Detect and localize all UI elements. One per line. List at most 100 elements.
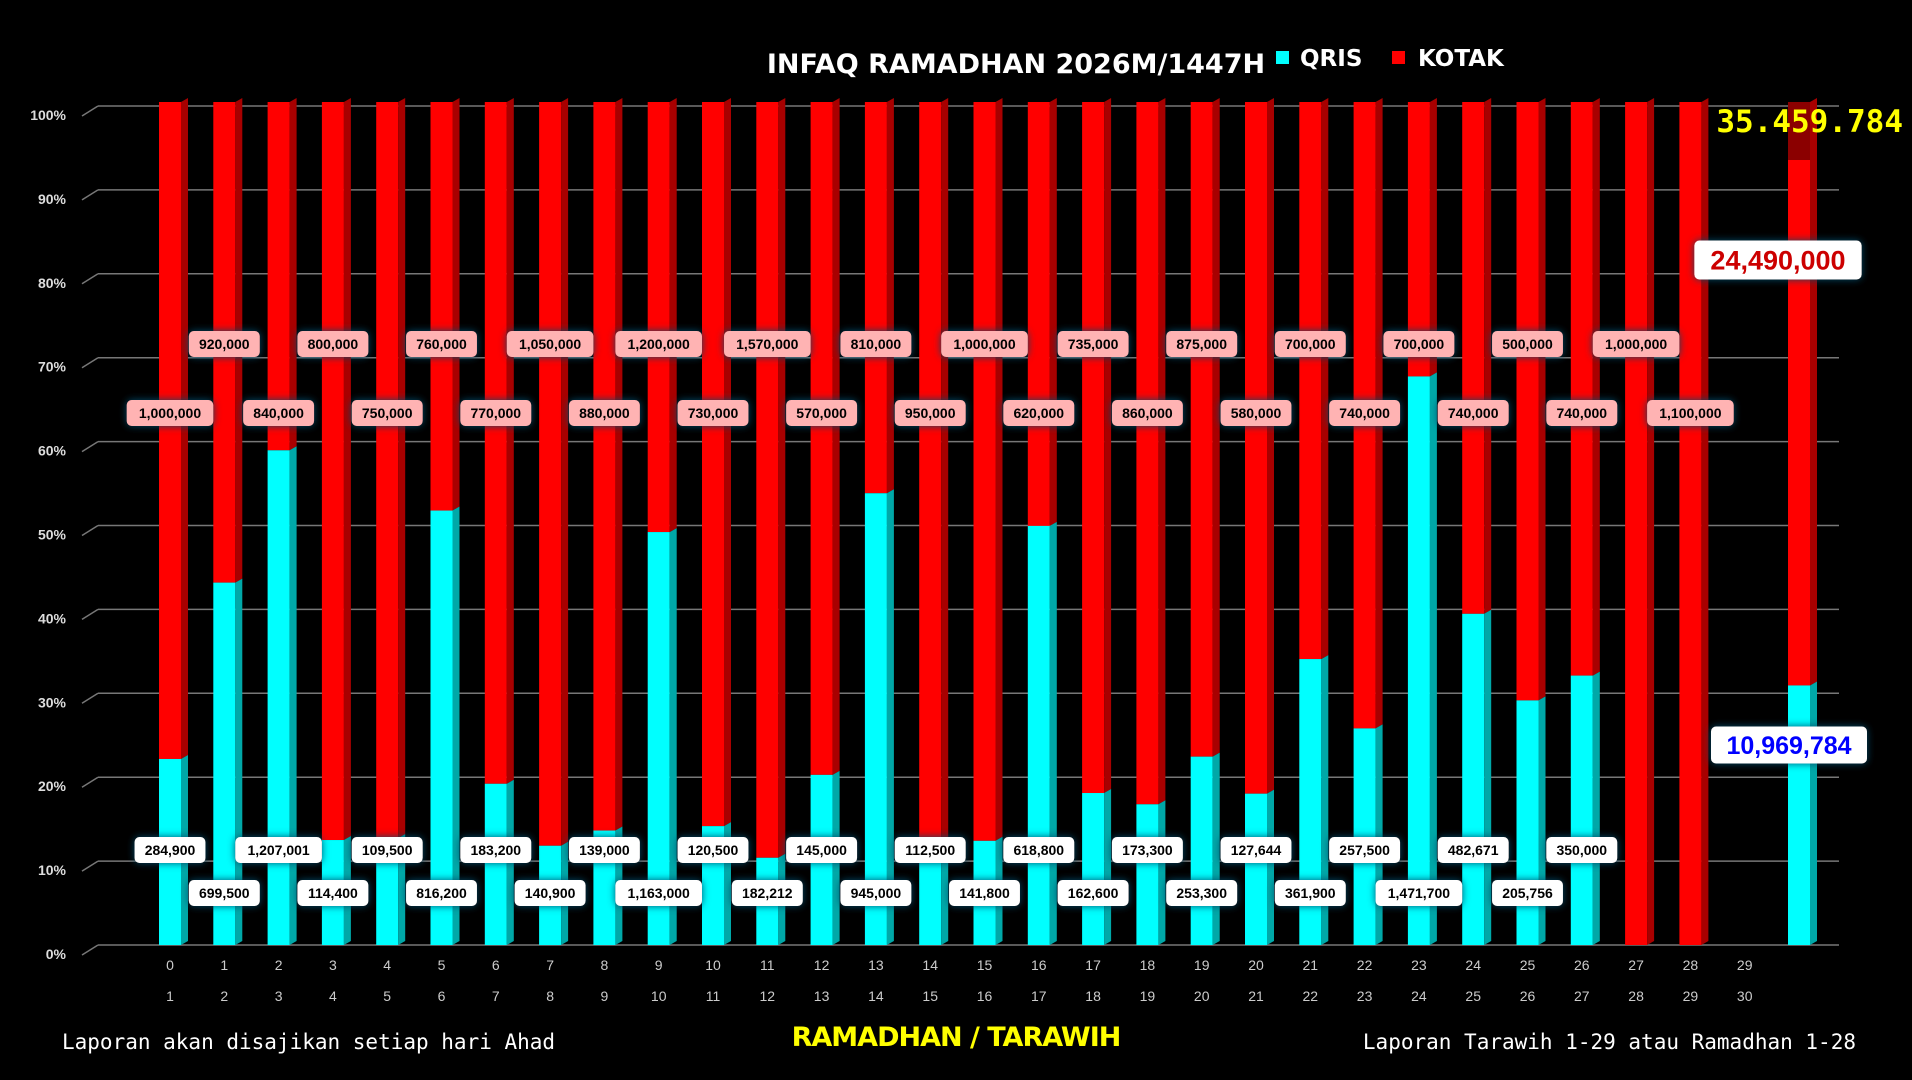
kotak-data-label: 1,570,000 — [736, 336, 798, 352]
kotak-data-label: 860,000 — [1122, 405, 1173, 421]
x-tick-label-bottom: 27 — [1574, 988, 1590, 1004]
bar-day-25-qris-side — [1538, 696, 1546, 945]
y-tick-label: 0% — [46, 946, 67, 962]
kotak-total-label: 24,490,000 — [1710, 246, 1845, 276]
bar-day-20-kotak-segment — [1245, 102, 1267, 794]
y-tick-label: 40% — [38, 610, 67, 626]
kotak-data-label: 700,000 — [1394, 336, 1445, 352]
bar-day-0-kotak-side — [181, 98, 188, 759]
x-tick-label-top: 13 — [868, 957, 884, 973]
kotak-data-label-box — [460, 400, 532, 426]
bar-day-23-qris-side — [1429, 372, 1437, 945]
kotak-data-label: 840,000 — [253, 405, 304, 421]
bar-day-17-kotak-side — [1104, 98, 1112, 794]
bar-day-9-kotak-side — [669, 98, 677, 533]
x-tick-label-top: 26 — [1574, 957, 1590, 973]
x-tick-label-top: 0 — [166, 957, 174, 973]
kotak-data-label: 735,000 — [1068, 336, 1119, 352]
bar-day-1-qris-segment — [213, 582, 236, 945]
bar-day-13-qris-segment — [864, 493, 887, 945]
x-tick-label-bottom: 23 — [1357, 988, 1373, 1004]
bar-day-22-qris-side — [1375, 724, 1383, 945]
kotak-data-label: 770,000 — [470, 405, 521, 421]
x-tick-label-bottom: 9 — [601, 988, 609, 1004]
legend-qris-swatch — [1276, 51, 1289, 64]
bar-total-top-shade — [1788, 102, 1810, 160]
bar-day-23-kotak-segment — [1407, 102, 1430, 377]
bar-day-4-qris-segment — [376, 838, 399, 945]
bar-day-26-kotak-segment — [1570, 102, 1593, 676]
qris-data-label: 127,644 — [1231, 842, 1282, 858]
bar-total-kotak-segment — [1788, 102, 1810, 686]
qris-data-label: 361,900 — [1285, 885, 1336, 901]
kotak-data-label: 875,000 — [1176, 336, 1227, 352]
gridline-tick — [81, 860, 99, 872]
gridline-tick — [81, 440, 99, 453]
kotak-data-label: 760,000 — [416, 336, 467, 352]
bar-day-21-kotak-side — [1321, 98, 1329, 660]
qris-data-label: 109,500 — [362, 842, 413, 858]
qris-data-label: 120,500 — [688, 842, 739, 858]
qris-total-label-box — [1711, 726, 1867, 764]
x-tick-label-bottom: 2 — [220, 988, 228, 1004]
bar-day-21-kotak-segment — [1299, 102, 1322, 660]
qris-data-label: 205,756 — [1502, 885, 1553, 901]
bar-day-15-kotak-side — [995, 98, 1003, 841]
gridline-tick — [81, 608, 99, 621]
x-tick-label-bottom: 8 — [546, 988, 554, 1004]
bar-day-14-qris-segment — [919, 856, 942, 945]
qris-data-label-box — [514, 880, 586, 906]
kotak-data-label: 1,000,000 — [139, 405, 201, 421]
kotak-data-label-box — [1003, 400, 1075, 426]
kotak-data-label-box — [1437, 400, 1509, 426]
bar-day-10-kotak-segment — [702, 102, 724, 827]
bar-day-5-qris-side — [452, 506, 460, 945]
x-tick-label-top: 21 — [1303, 957, 1319, 973]
qris-data-label: 350,000 — [1556, 842, 1607, 858]
bar-day-6-qris-segment — [484, 783, 507, 945]
kotak-data-label-box — [243, 400, 315, 426]
bar-day-7-kotak-side — [561, 98, 569, 846]
bar-day-13-kotak-segment — [864, 102, 887, 494]
x-tick-label-bottom: 29 — [1683, 988, 1699, 1004]
bar-day-4-kotak-segment — [376, 102, 399, 839]
bar-day-24-kotak-segment — [1462, 102, 1485, 614]
x-tick-label-bottom: 16 — [977, 988, 993, 1004]
kotak-total-label-box — [1694, 240, 1862, 280]
bar-day-21-qris-side — [1321, 655, 1329, 945]
qris-data-label: 284,900 — [145, 842, 196, 858]
kotak-data-label-box — [1492, 331, 1563, 357]
qris-data-label-box — [460, 837, 532, 863]
bar-day-17-kotak-segment — [1082, 102, 1105, 794]
bar-day-24-qris-side — [1484, 609, 1492, 945]
kotak-data-label-box — [615, 331, 702, 357]
qris-data-label-box — [615, 880, 702, 906]
y-tick-label: 10% — [38, 862, 67, 878]
kotak-data-label-box — [126, 400, 214, 426]
qris-data-label-box — [235, 837, 322, 863]
bar-day-7-kotak-segment — [539, 102, 562, 846]
qris-total-label: 10,969,784 — [1726, 732, 1851, 760]
qris-data-label: 1,471,700 — [1388, 885, 1450, 901]
bar-day-0-kotak-segment — [159, 102, 181, 759]
bar-day-19-qris-side — [1212, 752, 1220, 945]
qris-data-label-box — [1220, 837, 1292, 863]
qris-data-label: 140,900 — [525, 885, 576, 901]
qris-data-label-box — [351, 837, 423, 863]
bar-day-13-kotak-side — [886, 98, 894, 494]
bar-day-10-kotak-side — [724, 98, 731, 827]
x-tick-label-bottom: 26 — [1520, 988, 1536, 1004]
x-tick-label-bottom: 30 — [1737, 988, 1753, 1004]
bar-day-21-qris-segment — [1299, 659, 1322, 945]
qris-data-label-box — [786, 837, 858, 863]
bar-day-25-kotak-segment — [1516, 102, 1539, 701]
kotak-data-label-box — [1546, 400, 1618, 426]
kotak-data-label-box — [786, 400, 858, 426]
kotak-data-label: 1,050,000 — [519, 336, 581, 352]
gridline-tick — [81, 273, 99, 285]
x-tick-label-bottom: 25 — [1465, 988, 1481, 1004]
bar-day-5-kotak-segment — [430, 102, 453, 511]
x-tick-label-top: 7 — [546, 957, 554, 973]
qris-data-label: 114,400 — [308, 885, 358, 901]
qris-data-label-box — [1492, 880, 1563, 906]
